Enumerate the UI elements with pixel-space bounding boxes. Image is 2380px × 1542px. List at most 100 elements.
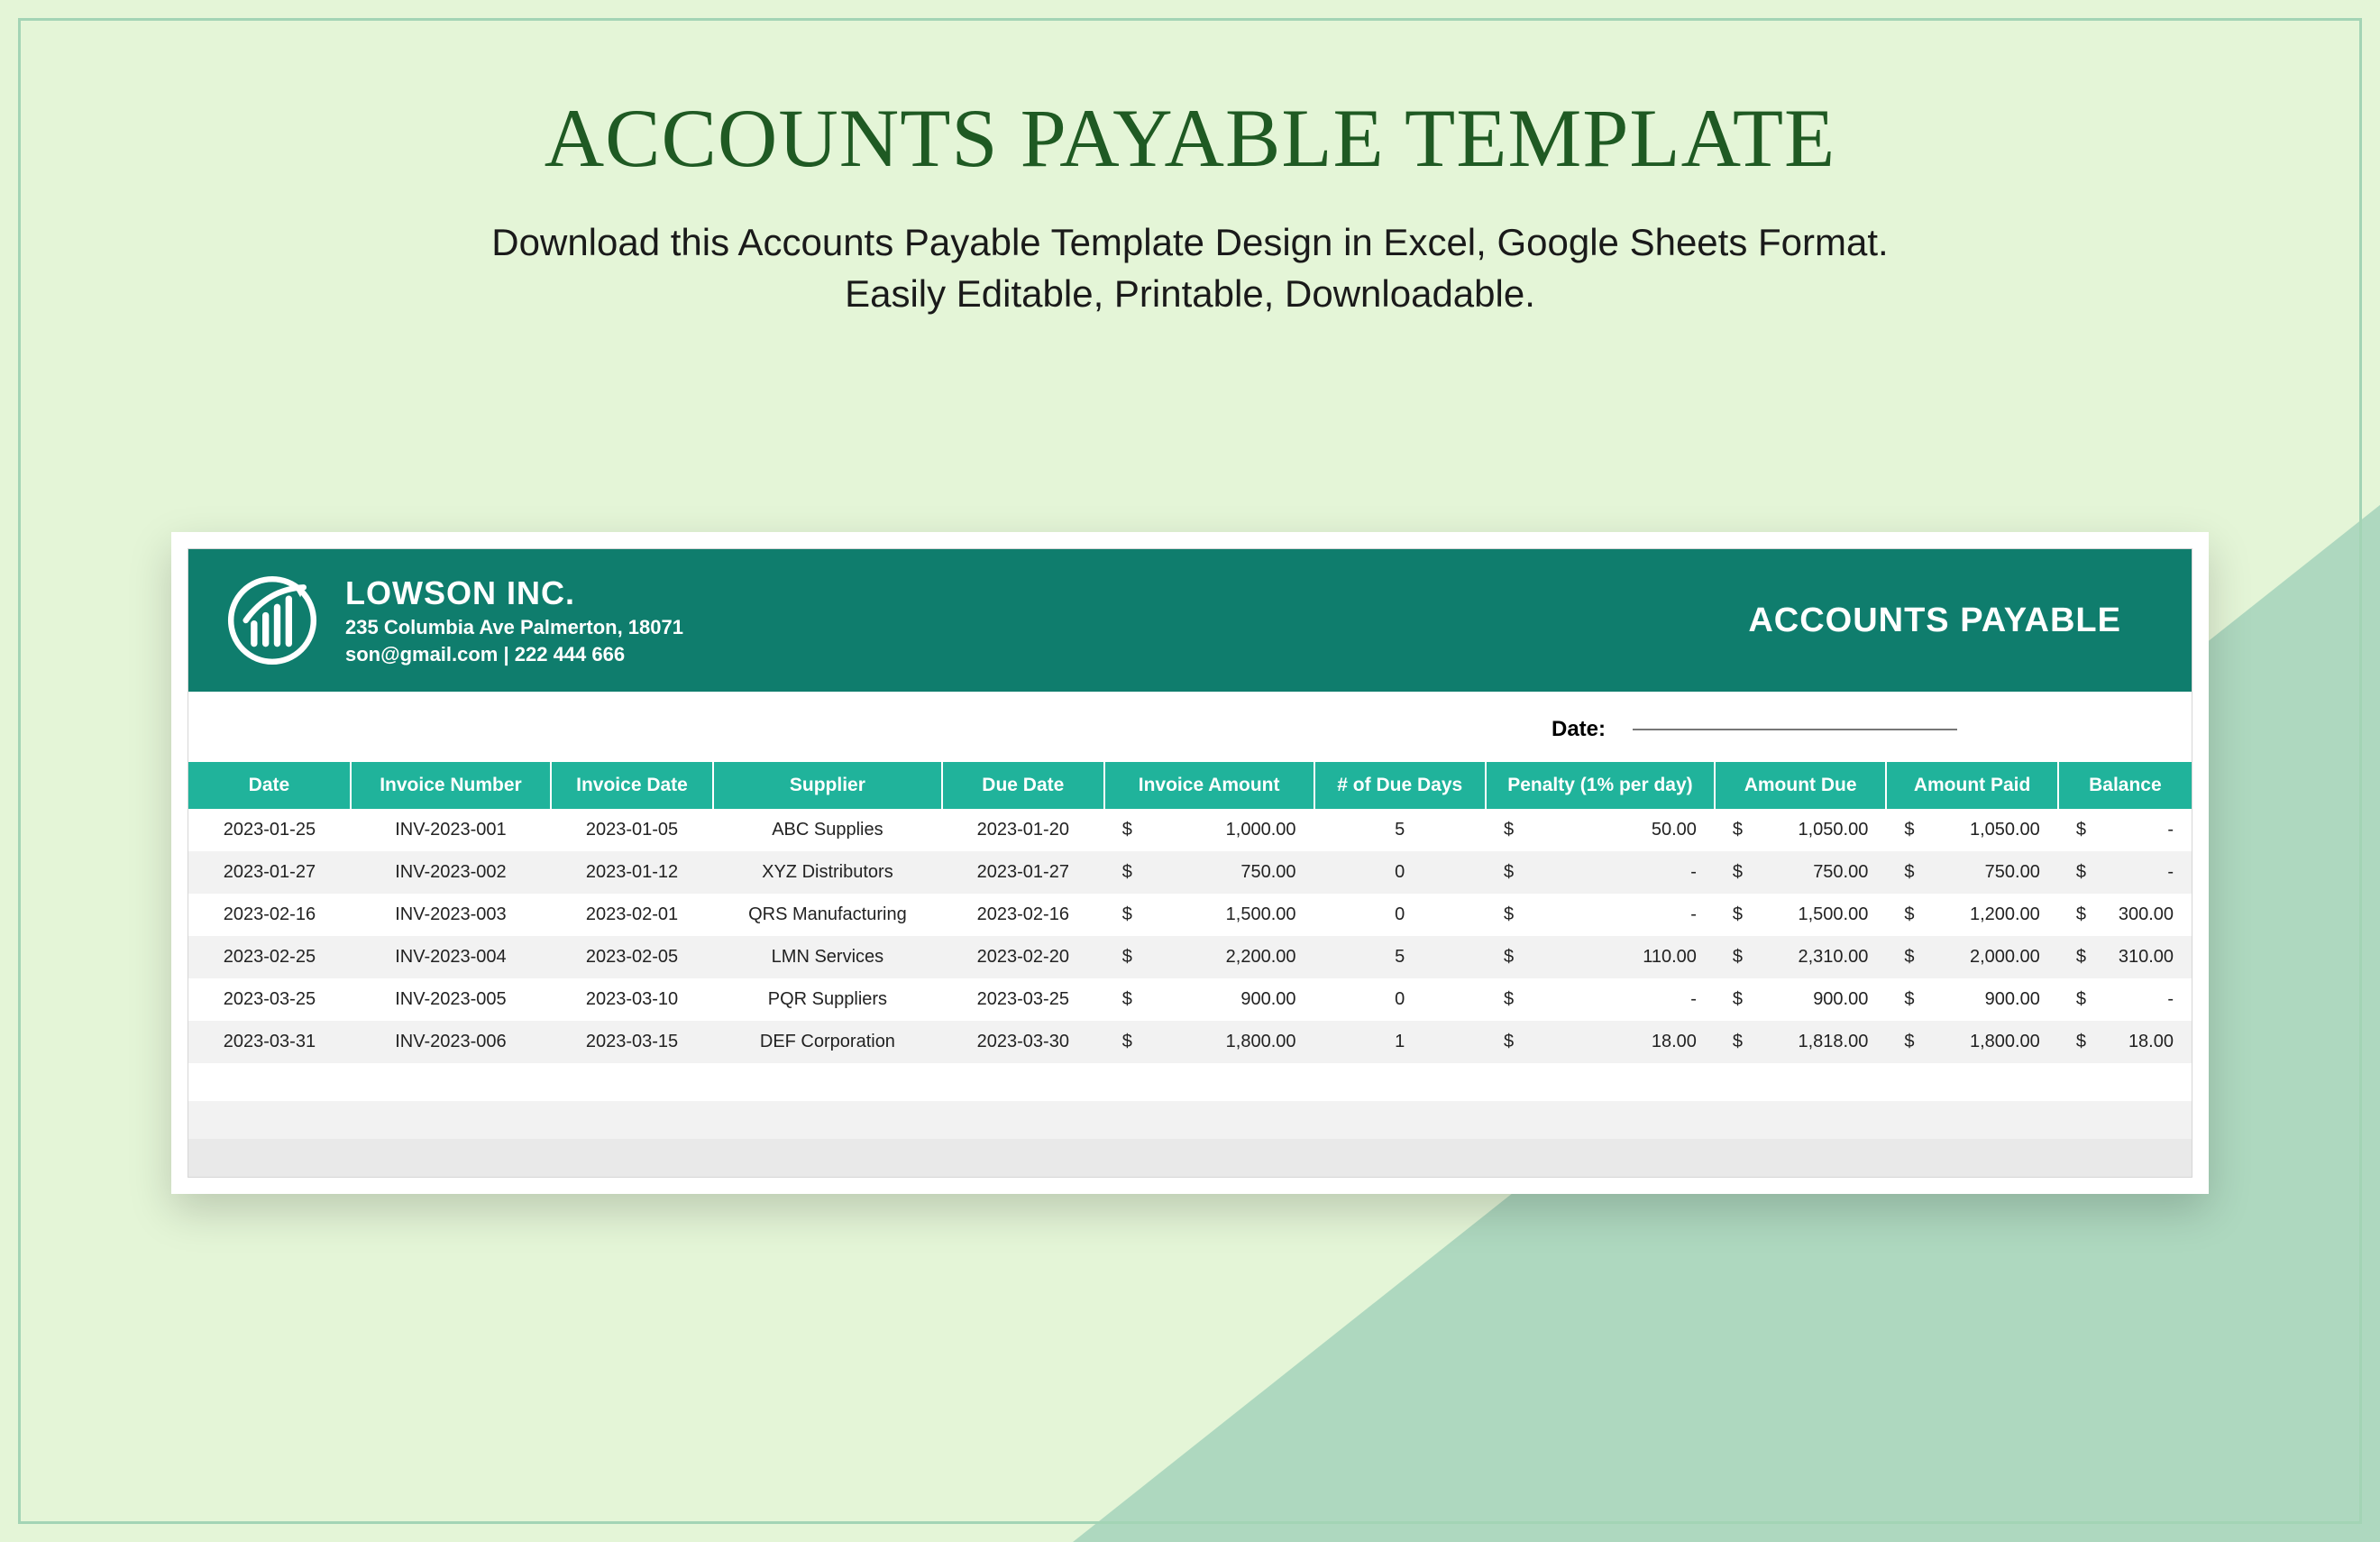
table-cell: 2023-01-27 <box>188 851 351 894</box>
table-cell: 2023-01-25 <box>188 809 351 851</box>
column-header: Amount Paid <box>1886 762 2057 809</box>
table-cell: 2023-03-30 <box>942 1021 1104 1063</box>
company-block: LOWSON INC. 235 Columbia Ave Palmerton, … <box>345 574 1725 666</box>
table-cell: $300.00 <box>2058 894 2192 936</box>
table-cell: $- <box>1486 851 1715 894</box>
table-cell: $- <box>2058 809 2192 851</box>
column-header: Invoice Amount <box>1104 762 1314 809</box>
table-cell: 0 <box>1314 978 1486 1021</box>
table-cell: 2023-02-25 <box>188 936 351 978</box>
table-cell: $1,500.00 <box>1104 894 1314 936</box>
table-cell: 2023-02-20 <box>942 936 1104 978</box>
date-label: Date: <box>1552 717 1606 742</box>
table-cell: 2023-02-16 <box>942 894 1104 936</box>
table-empty-row <box>188 1101 2192 1139</box>
column-header: Invoice Number <box>351 762 551 809</box>
table-cell: $2,200.00 <box>1104 936 1314 978</box>
table-empty-row <box>188 1063 2192 1101</box>
table-cell: DEF Corporation <box>713 1021 942 1063</box>
table-cell: $900.00 <box>1104 978 1314 1021</box>
table-cell: $1,050.00 <box>1715 809 1886 851</box>
table-cell: $1,818.00 <box>1715 1021 1886 1063</box>
table-cell: INV-2023-003 <box>351 894 551 936</box>
table-cell: 2023-02-05 <box>551 936 713 978</box>
banner: LOWSON INC. 235 Columbia Ave Palmerton, … <box>188 549 2192 692</box>
table-cell: 2023-03-15 <box>551 1021 713 1063</box>
table-row: 2023-02-25INV-2023-0042023-02-05LMN Serv… <box>188 936 2192 978</box>
table-cell: $18.00 <box>2058 1021 2192 1063</box>
table-cell: $2,000.00 <box>1886 936 2057 978</box>
table-cell: 0 <box>1314 894 1486 936</box>
table-cell: $- <box>2058 978 2192 1021</box>
table-cell: $1,050.00 <box>1886 809 2057 851</box>
column-header: Balance <box>2058 762 2192 809</box>
page-title: ACCOUNTS PAYABLE TEMPLATE <box>0 90 2380 186</box>
column-header: Date <box>188 762 351 809</box>
table-cell: $750.00 <box>1715 851 1886 894</box>
date-row: Date: <box>188 692 2192 762</box>
table-cell: 2023-01-12 <box>551 851 713 894</box>
table-cell: 2023-01-05 <box>551 809 713 851</box>
table-cell: 2023-03-25 <box>188 978 351 1021</box>
page-subtitle: Download this Accounts Payable Template … <box>0 217 2380 319</box>
column-header: # of Due Days <box>1314 762 1486 809</box>
column-header: Penalty (1% per day) <box>1486 762 1715 809</box>
table-cell: 1 <box>1314 1021 1486 1063</box>
table-cell: $1,500.00 <box>1715 894 1886 936</box>
column-header: Amount Due <box>1715 762 1886 809</box>
table-cell: $- <box>2058 851 2192 894</box>
table-cell: $50.00 <box>1486 809 1715 851</box>
table-cell: $750.00 <box>1104 851 1314 894</box>
table-cell: $900.00 <box>1715 978 1886 1021</box>
table-cell: $- <box>1486 978 1715 1021</box>
column-header: Invoice Date <box>551 762 713 809</box>
table-cell: LMN Services <box>713 936 942 978</box>
company-contact: son@gmail.com | 222 444 666 <box>345 643 1725 666</box>
company-name: LOWSON INC. <box>345 574 1725 612</box>
subtitle-line-1: Download this Accounts Payable Template … <box>491 221 1888 263</box>
table-cell: $2,310.00 <box>1715 936 1886 978</box>
table-cell: $1,200.00 <box>1886 894 2057 936</box>
table-row: 2023-01-25INV-2023-0012023-01-05ABC Supp… <box>188 809 2192 851</box>
template-card: LOWSON INC. 235 Columbia Ave Palmerton, … <box>171 532 2209 1194</box>
table-cell: QRS Manufacturing <box>713 894 942 936</box>
hero: ACCOUNTS PAYABLE TEMPLATE Download this … <box>0 0 2380 319</box>
table-cell: 2023-03-25 <box>942 978 1104 1021</box>
table-cell: $1,800.00 <box>1886 1021 2057 1063</box>
table-row: 2023-02-16INV-2023-0032023-02-01QRS Manu… <box>188 894 2192 936</box>
column-header: Supplier <box>713 762 942 809</box>
banner-title: ACCOUNTS PAYABLE <box>1748 601 2157 640</box>
table-row: 2023-03-31INV-2023-0062023-03-15DEF Corp… <box>188 1021 2192 1063</box>
table-cell: XYZ Distributors <box>713 851 942 894</box>
table-cell: $900.00 <box>1886 978 2057 1021</box>
table-cell: INV-2023-006 <box>351 1021 551 1063</box>
table-cell: $110.00 <box>1486 936 1715 978</box>
accounts-payable-table: DateInvoice NumberInvoice DateSupplierDu… <box>188 762 2192 1177</box>
table-cell: 2023-02-16 <box>188 894 351 936</box>
table-cell: INV-2023-005 <box>351 978 551 1021</box>
table-cell: 5 <box>1314 936 1486 978</box>
date-input-line[interactable] <box>1633 729 1957 730</box>
table-cell: ABC Supplies <box>713 809 942 851</box>
table-header-row: DateInvoice NumberInvoice DateSupplierDu… <box>188 762 2192 809</box>
table-row: 2023-03-25INV-2023-0052023-03-10PQR Supp… <box>188 978 2192 1021</box>
table-cell: 2023-01-20 <box>942 809 1104 851</box>
table-cell: $1,000.00 <box>1104 809 1314 851</box>
column-header: Due Date <box>942 762 1104 809</box>
card-inner: LOWSON INC. 235 Columbia Ave Palmerton, … <box>188 548 2192 1178</box>
table-cell: $- <box>1486 894 1715 936</box>
table-cell: INV-2023-001 <box>351 809 551 851</box>
subtitle-line-2: Easily Editable, Printable, Downloadable… <box>845 272 1535 315</box>
table-cell: 2023-02-01 <box>551 894 713 936</box>
table-cell: $750.00 <box>1886 851 2057 894</box>
table-cell: 2023-03-10 <box>551 978 713 1021</box>
table-cell: INV-2023-004 <box>351 936 551 978</box>
table-cell: INV-2023-002 <box>351 851 551 894</box>
table-footer-row <box>188 1139 2192 1177</box>
table-cell: PQR Suppliers <box>713 978 942 1021</box>
table-row: 2023-01-27INV-2023-0022023-01-12XYZ Dist… <box>188 851 2192 894</box>
table-cell: $18.00 <box>1486 1021 1715 1063</box>
company-logo-icon <box>223 571 322 670</box>
table-cell: 0 <box>1314 851 1486 894</box>
table-cell: $1,800.00 <box>1104 1021 1314 1063</box>
